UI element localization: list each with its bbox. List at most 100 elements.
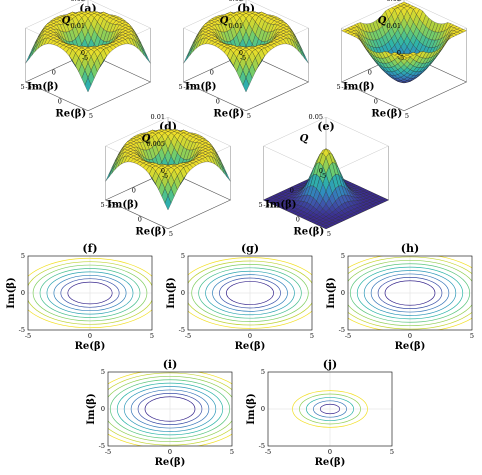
contour-line [67, 281, 113, 305]
contour-line [130, 389, 210, 429]
x-tick-label: 5 [150, 332, 154, 340]
x-axis-label: Re(β) [235, 341, 266, 352]
x-axis-label: Re(β) [155, 457, 186, 468]
x-tick-label: -5 [345, 332, 351, 340]
contour-line [28, 257, 152, 329]
z-tick-label: 0.02 [387, 0, 401, 3]
z-axis-label: Q [62, 16, 71, 27]
contour-set [28, 257, 152, 329]
contour-line [306, 397, 354, 421]
contour-line [212, 274, 288, 312]
z-tick-label: 0 [397, 49, 401, 57]
x-tick-label: 0 [52, 69, 56, 77]
contour-line [356, 266, 464, 320]
contour-line [108, 372, 232, 446]
x-tick-label: -5 [105, 448, 111, 456]
contour-line [188, 257, 312, 329]
y-axis-label: Re(β) [371, 108, 402, 119]
contour-line [60, 278, 120, 308]
surface-cell [224, 169, 231, 182]
panel-label: (h) [401, 242, 419, 255]
x-tick-label: 0 [408, 332, 412, 340]
surface-cell [302, 51, 309, 64]
x-tick-label: 0 [88, 332, 92, 340]
contour-line [46, 271, 134, 315]
z-axis-label: Q [220, 16, 229, 27]
contour-line [349, 263, 471, 323]
contour-line [137, 392, 203, 426]
x-axis-label: Im(β) [185, 82, 216, 93]
contour-line [28, 261, 152, 325]
y-tick-label: 0 [101, 405, 105, 413]
axis-frame [182, 52, 310, 112]
y-axis-label: Re(β) [135, 226, 166, 237]
z-tick-label: 0.02 [229, 0, 243, 3]
surface-cell [220, 165, 228, 178]
contour-set [188, 257, 312, 329]
z-tick-label: 0.01 [71, 22, 85, 30]
x-tick-label: 5 [390, 448, 394, 456]
x-tick-label: -5 [162, 172, 168, 180]
x-tick-label: 0 [328, 448, 332, 456]
y-tick-label: 5 [181, 252, 185, 260]
axis-frame [104, 170, 232, 230]
panel-label: (g) [241, 242, 259, 255]
contour-line [108, 375, 232, 443]
x-axis-label: Re(β) [315, 457, 346, 468]
z-tick-label: 0 [319, 167, 323, 175]
x-tick-label: -5 [185, 332, 191, 340]
panel-2d-1: (g) -5 0 5 5 0 -5 Re(β) Im(β) [166, 242, 314, 352]
z-tick-label: 0.02 [71, 0, 85, 3]
z-tick-label: 0.05 [309, 113, 323, 121]
x-axis-label: Im(β) [343, 82, 374, 93]
panel-2d-4: (j) -5 0 5 5 0 -5 Re(β) Im(β) [246, 358, 394, 468]
y-tick-label: -5 [19, 326, 25, 334]
x-tick-label: 0 [248, 332, 252, 340]
panel-2d-2: (h) -5 0 5 5 0 -5 Re(β) Im(β) [326, 242, 474, 352]
contour-line [299, 393, 361, 425]
contour-set [292, 390, 368, 428]
y-tick-label: -5 [105, 201, 111, 209]
panel-label: (i) [163, 358, 178, 371]
y-tick-label: 5 [341, 252, 345, 260]
surface [341, 1, 467, 84]
x-tick-label: -5 [240, 54, 246, 62]
surface-cell [164, 195, 172, 211]
y-tick-label: -5 [25, 83, 31, 91]
contour-line [188, 260, 312, 326]
surface-cell [322, 225, 330, 229]
y-tick-label: 0 [58, 97, 62, 105]
surface [105, 128, 231, 211]
axes-frame [187, 255, 313, 331]
x-tick-label: -5 [82, 54, 88, 62]
surface-cell [400, 56, 408, 60]
z-axis-label: Q [142, 134, 151, 145]
axes-frame [107, 371, 233, 447]
z-tick-label: 0.005 [146, 140, 165, 148]
y-axis-label: Re(β) [213, 108, 244, 119]
axis-frame [24, 52, 152, 112]
y-tick-label: 0 [261, 405, 265, 413]
y-tick-label: 5 [101, 368, 105, 376]
surface-cell [144, 51, 151, 64]
x-tick-label: -5 [320, 172, 326, 180]
contour-set [348, 256, 472, 330]
surface-cell [105, 169, 112, 182]
z-tick-label: 0 [239, 49, 243, 57]
x-tick-label: 5 [259, 201, 263, 209]
y-tick-label: -5 [179, 326, 185, 334]
contour-line [109, 379, 231, 439]
y-axis-label: Im(β) [6, 277, 17, 308]
z-tick-label: 0 [81, 49, 85, 57]
contour-line [219, 277, 281, 309]
y-axis-label: Im(β) [246, 393, 257, 424]
panel-label: (f) [82, 242, 97, 255]
y-tick-label: 0 [374, 97, 378, 105]
surface-cell [84, 77, 92, 93]
x-axis-label: Re(β) [75, 341, 106, 352]
surface-cell [183, 51, 190, 64]
surface-cell [242, 77, 250, 93]
